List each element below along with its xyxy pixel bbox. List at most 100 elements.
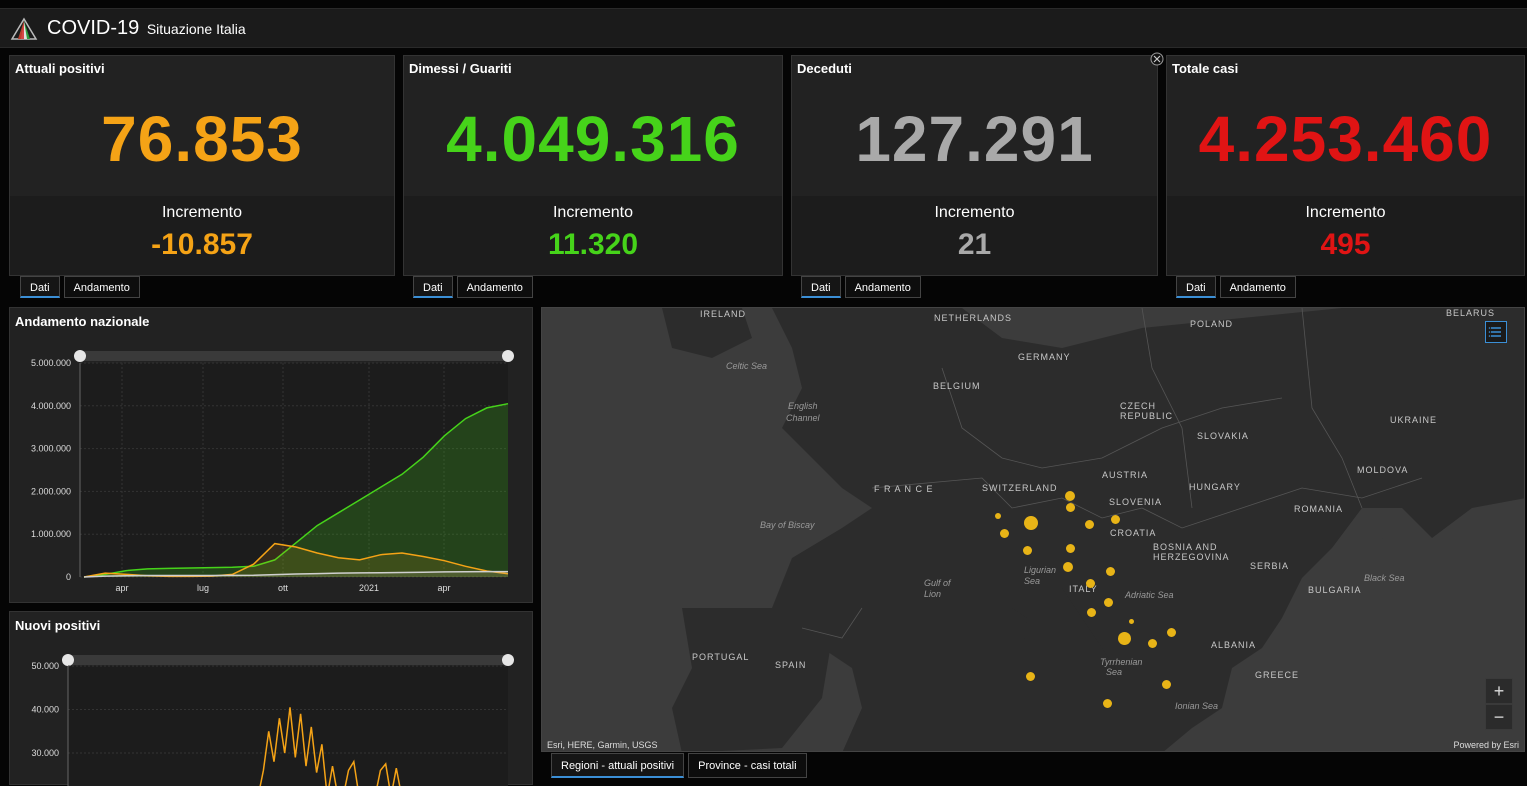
map-view[interactable]: IRELAND NETHERLANDS POLAND GERMANY BELGIUM CZ… xyxy=(541,307,1525,752)
logo-icon xyxy=(10,17,38,40)
x-tick-label: apr xyxy=(437,583,450,593)
series-area xyxy=(84,543,508,577)
region-marker[interactable] xyxy=(1063,562,1073,572)
card-title: Attuali positivi xyxy=(15,61,105,76)
map-country-label: IRELAND xyxy=(700,309,747,319)
card-increment-label: Incremento xyxy=(934,204,1015,221)
region-marker[interactable] xyxy=(1117,631,1131,645)
map-country-label: BOSNIA AND xyxy=(1153,542,1218,552)
region-marker[interactable] xyxy=(1024,516,1038,530)
tab-dati[interactable]: Dati xyxy=(801,276,841,298)
map-sea-label: Black Sea xyxy=(1364,573,1405,583)
map-sea-label: Sea xyxy=(1106,667,1123,677)
region-marker[interactable] xyxy=(1065,502,1075,512)
region-marker[interactable] xyxy=(1161,679,1171,689)
panel-title: Nuovi positivi xyxy=(15,618,101,633)
map-sea-label: Channel xyxy=(786,413,820,423)
y-tick-label: 3.000.000 xyxy=(31,444,71,454)
card-tabs-attuali: Dati Andamento xyxy=(20,276,140,298)
map-sea-label: Lion xyxy=(924,589,942,599)
region-marker[interactable] xyxy=(1128,618,1134,624)
range-slider-track xyxy=(80,351,508,361)
list-icon xyxy=(1488,327,1501,337)
region-marker[interactable] xyxy=(1086,607,1096,617)
tab-andamento[interactable]: Andamento xyxy=(1219,276,1296,298)
region-marker[interactable] xyxy=(1022,545,1032,555)
tab-andamento[interactable]: Andamento xyxy=(63,276,140,298)
map-country-label: SWITZERLAND xyxy=(982,483,1058,493)
x-tick-label: lug xyxy=(197,583,209,593)
map-country-label: SLOVAKIA xyxy=(1197,431,1249,441)
map-country-label: REPUBLIC xyxy=(1120,411,1174,421)
national-chart-panel: Andamento nazionale 5.000.000 4.000.000 3.… xyxy=(9,307,533,603)
tab-dati[interactable]: Dati xyxy=(413,276,453,298)
app-header: COVID-19 Situazione Italia xyxy=(0,8,1527,48)
region-marker[interactable] xyxy=(1065,543,1075,553)
region-marker[interactable] xyxy=(1105,566,1115,576)
card-tabs-deceduti: Dati Andamento xyxy=(801,276,921,298)
card-value: 4.253.460 xyxy=(1198,103,1493,175)
range-slider-handle-right xyxy=(502,350,514,362)
tab-province-casi-totali[interactable]: Province - casi totali xyxy=(688,753,807,778)
range-slider-handle-left xyxy=(62,654,74,666)
region-marker[interactable] xyxy=(1084,519,1094,529)
card-attuali-positivi: Attuali positivi 76.853 Incremento -10.8… xyxy=(9,55,395,276)
map-country-label: PORTUGAL xyxy=(692,652,750,662)
range-slider-track xyxy=(68,655,508,665)
x-tick-label: apr xyxy=(115,583,128,593)
tab-regioni-attuali-positivi[interactable]: Regioni - attuali positivi xyxy=(551,753,685,778)
card-title: Deceduti xyxy=(797,61,852,76)
card-lower-band xyxy=(1167,196,1524,275)
map-sea-label: Bay of Biscay xyxy=(760,520,815,530)
card-increment-label: Incremento xyxy=(552,204,634,221)
region-marker[interactable] xyxy=(1147,638,1157,648)
map-country-label: ITALY xyxy=(1069,584,1098,594)
map-country-label: SPAIN xyxy=(775,660,807,670)
region-marker[interactable] xyxy=(1085,578,1095,588)
region-marker[interactable] xyxy=(1025,671,1035,681)
card-value: 4.049.316 xyxy=(446,103,740,175)
map-country-label: F R A N C E xyxy=(874,484,934,494)
tab-andamento[interactable]: Andamento xyxy=(844,276,921,298)
fullscreen-icon[interactable] xyxy=(1150,52,1164,66)
new-positives-panel: Nuovi positivi 50.000 40.000 30.000 xyxy=(9,611,533,786)
card-tabs-totale: Dati Andamento xyxy=(1176,276,1296,298)
card-increment-label: Incremento xyxy=(1305,204,1386,221)
plot-area xyxy=(80,363,508,577)
card-increment-value: -10.857 xyxy=(151,228,253,261)
zoom-out-button[interactable]: − xyxy=(1485,704,1513,730)
card-lower-band xyxy=(10,196,394,275)
card-value: 76.853 xyxy=(101,103,303,175)
map-country-label: SERBIA xyxy=(1250,561,1290,571)
range-slider-handle-left xyxy=(74,350,86,362)
series-line xyxy=(83,570,508,578)
legend-toggle-button[interactable] xyxy=(1485,321,1507,343)
region-marker[interactable] xyxy=(1065,491,1075,501)
region-marker[interactable] xyxy=(999,528,1009,538)
region-marker[interactable] xyxy=(1102,698,1112,708)
y-tick-label: 4.000.000 xyxy=(31,401,71,411)
series-area xyxy=(84,403,508,577)
map-country-label: BELGIUM xyxy=(933,381,981,391)
card-dimessi-guariti: Dimessi / Guariti 4.049.316 Incremento 1… xyxy=(403,55,783,276)
card-lower-band xyxy=(792,196,1157,275)
region-marker[interactable] xyxy=(1110,514,1120,524)
card-totale-casi: Totale casi 4.253.460 Incremento 495 xyxy=(1166,55,1525,276)
map-country-label: BULGARIA xyxy=(1308,585,1362,595)
map-country-label: ALBANIA xyxy=(1211,640,1257,650)
zoom-in-button[interactable]: + xyxy=(1485,678,1513,704)
map-attribution: Esri, HERE, Garmin, USGS xyxy=(547,740,658,750)
region-marker[interactable] xyxy=(1166,627,1176,637)
map-country-label: BELARUS xyxy=(1446,308,1496,318)
tab-dati[interactable]: Dati xyxy=(20,276,60,298)
region-marker[interactable] xyxy=(995,513,1001,519)
card-value: 127.291 xyxy=(855,103,1094,175)
map-sea-label: Adriatic Sea xyxy=(1125,590,1174,600)
map-country-label: MOLDOVA xyxy=(1357,465,1409,475)
map-sea-label: Celtic Sea xyxy=(726,361,768,371)
app-subtitle: Situazione Italia xyxy=(146,21,246,37)
region-marker[interactable] xyxy=(1103,597,1113,607)
map-sea-label: Tyrrhenian xyxy=(1100,657,1143,667)
tab-andamento[interactable]: Andamento xyxy=(456,276,533,298)
tab-dati[interactable]: Dati xyxy=(1176,276,1216,298)
